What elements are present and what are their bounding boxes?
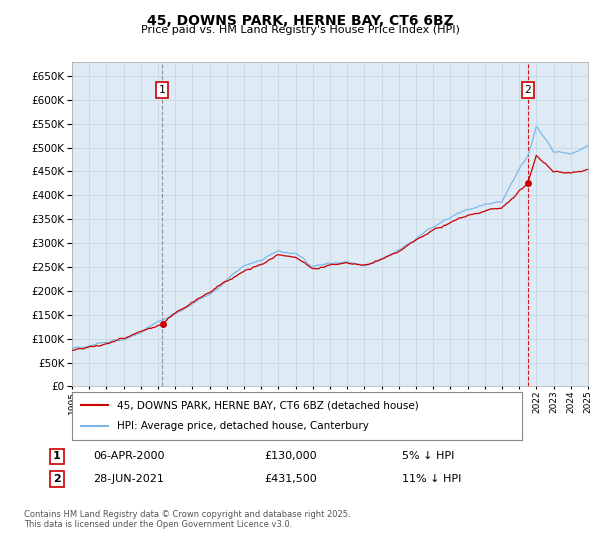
Text: 45, DOWNS PARK, HERNE BAY, CT6 6BZ (detached house): 45, DOWNS PARK, HERNE BAY, CT6 6BZ (deta…	[117, 400, 419, 410]
Text: £431,500: £431,500	[264, 474, 317, 484]
Text: 2: 2	[53, 474, 61, 484]
Text: 2: 2	[524, 85, 531, 95]
Text: 1: 1	[53, 451, 61, 461]
Text: 5% ↓ HPI: 5% ↓ HPI	[402, 451, 454, 461]
Text: 11% ↓ HPI: 11% ↓ HPI	[402, 474, 461, 484]
Text: £130,000: £130,000	[264, 451, 317, 461]
Text: 06-APR-2000: 06-APR-2000	[93, 451, 164, 461]
Text: 28-JUN-2021: 28-JUN-2021	[93, 474, 164, 484]
Text: Contains HM Land Registry data © Crown copyright and database right 2025.
This d: Contains HM Land Registry data © Crown c…	[24, 510, 350, 529]
Text: 45, DOWNS PARK, HERNE BAY, CT6 6BZ: 45, DOWNS PARK, HERNE BAY, CT6 6BZ	[146, 14, 454, 28]
Text: HPI: Average price, detached house, Canterbury: HPI: Average price, detached house, Cant…	[117, 421, 369, 431]
Text: Price paid vs. HM Land Registry's House Price Index (HPI): Price paid vs. HM Land Registry's House …	[140, 25, 460, 35]
Text: 1: 1	[159, 85, 166, 95]
